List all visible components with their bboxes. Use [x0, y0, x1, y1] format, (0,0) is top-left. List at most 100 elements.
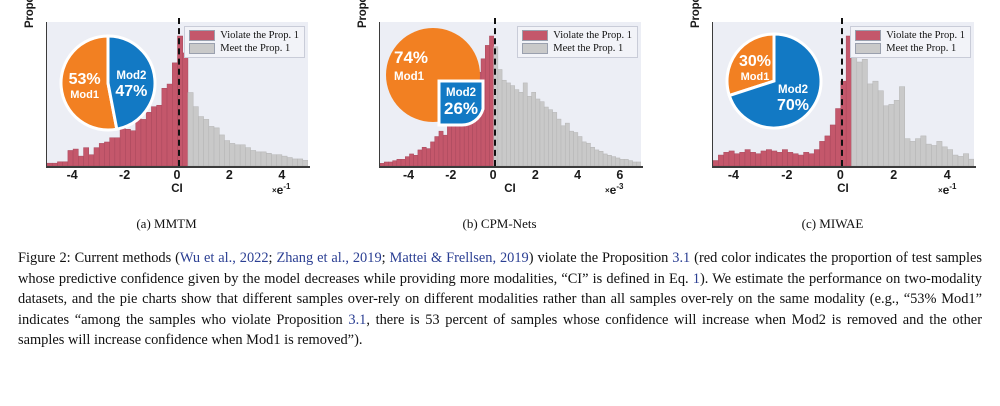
histogram-bar	[543, 106, 549, 166]
histogram-bar	[819, 141, 826, 166]
histogram-bar	[623, 159, 629, 166]
histogram-bar	[957, 156, 964, 166]
histogram-bar	[396, 159, 402, 166]
histogram-bar	[925, 143, 932, 166]
y-axis-label: Proportion (%)	[357, 0, 375, 28]
histogram-bar	[560, 125, 566, 166]
x-tick-label: -2	[119, 168, 131, 182]
histogram-bar	[434, 136, 440, 166]
histogram-bar	[577, 136, 583, 166]
histogram-bar	[219, 134, 225, 166]
pie-chart-mmtm: 53% Mod1 Mod2 47%	[53, 28, 163, 138]
histogram-bar	[808, 153, 815, 166]
x-tick-label: 4	[278, 168, 286, 182]
histogram-bar	[166, 83, 173, 166]
x-axis-multiplier: ×e-1	[272, 182, 290, 197]
multiplier-base: e	[942, 183, 950, 197]
histogram-bar	[739, 152, 746, 166]
legend-swatch-violate	[189, 30, 216, 41]
histogram-bar	[255, 151, 262, 166]
legend-row-meet: Meet the Prop. 1	[189, 43, 299, 54]
histogram-bar	[915, 138, 921, 166]
histogram-bar	[98, 143, 105, 166]
legend-label-violate: Violate the Prop. 1	[220, 30, 299, 41]
histogram-bar	[83, 147, 90, 166]
histogram-bar	[851, 45, 858, 166]
histogram-bar	[766, 149, 772, 166]
x-tick-label: 0	[836, 168, 844, 182]
histogram-bar	[602, 153, 608, 166]
histogram-bar	[510, 85, 515, 166]
reference-prop-3-1-b[interactable]: 3.1	[348, 311, 367, 328]
x-axis-title: CI	[837, 183, 849, 195]
y-axis-label: Proportion (%)	[690, 0, 708, 28]
x-tick-label: 0	[489, 168, 497, 182]
histogram-bar	[229, 143, 236, 166]
histogram-bar	[734, 153, 740, 166]
x-tick-label: 6	[616, 168, 624, 182]
histogram-bar	[787, 152, 794, 166]
histogram-bar	[829, 124, 836, 166]
histogram-bar	[514, 89, 520, 166]
multiplier-symbol: ×	[272, 186, 277, 195]
histogram-bar	[856, 61, 863, 166]
legend-label-violate: Violate the Prop. 1	[553, 30, 632, 41]
caption-text-4: ). We estimate the performance on two-mo…	[18, 270, 982, 328]
zero-reference-line	[841, 18, 844, 166]
pie-label: Mod1	[741, 71, 770, 83]
histogram-bar	[723, 152, 730, 166]
histogram-bar	[539, 101, 545, 166]
histogram-bar	[187, 92, 194, 166]
pie-label: 30%	[739, 53, 771, 70]
legend-miwae: Violate the Prop. 1 Meet the Prop. 1	[850, 26, 971, 58]
histogram-bar	[615, 157, 621, 166]
reference-prop-3-1-a[interactable]: 3.1	[672, 250, 691, 266]
histogram-bar	[835, 108, 842, 166]
zero-reference-line	[178, 18, 180, 166]
x-tick-label: 2	[225, 168, 233, 182]
histogram-bar	[203, 119, 210, 166]
histogram-bar	[781, 149, 788, 166]
citation-mattei[interactable]: Mattei & Frellsen, 2019	[389, 250, 529, 266]
reference-eq-1[interactable]: 1	[692, 270, 700, 287]
legend-swatch-meet	[522, 43, 549, 54]
histogram-bar	[803, 152, 810, 166]
histogram-bar	[93, 147, 100, 166]
histogram-bar	[426, 148, 431, 166]
x-axis-line	[711, 166, 976, 168]
histogram-bar	[182, 52, 189, 166]
histogram-bar	[771, 150, 778, 166]
citation-zhang[interactable]: Zhang et al., 2019	[276, 250, 382, 266]
x-axis-ticks-mmtm: -4 -2 0 2 4	[46, 168, 308, 184]
legend-label-meet: Meet the Prop. 1	[553, 43, 624, 54]
legend-row-violate: Violate the Prop. 1	[189, 30, 299, 41]
histogram-bar	[564, 122, 570, 166]
histogram-bar	[104, 141, 110, 166]
histogram-bar	[213, 127, 220, 166]
histogram-bar	[413, 155, 419, 166]
histogram-bar	[250, 150, 257, 166]
citation-wu[interactable]: Wu et al., 2022	[179, 250, 269, 266]
histogram-bar	[442, 134, 448, 166]
histogram-bar	[114, 137, 121, 166]
histogram-bar	[607, 155, 612, 166]
multiplier-symbol: ×	[605, 186, 610, 195]
x-tick-label: -4	[403, 168, 415, 182]
zero-reference-line	[494, 18, 497, 166]
histogram-bar	[792, 153, 799, 166]
histogram-bar	[497, 69, 503, 166]
figure-caption: Figure 2: Current methods (Wu et al., 20…	[18, 248, 982, 351]
histogram-bar	[292, 158, 298, 166]
histogram-bar	[744, 149, 751, 166]
multiplier-exponent: -1	[949, 182, 957, 191]
histogram-bar	[573, 132, 579, 166]
histogram-bar	[718, 154, 724, 166]
caption-sep-1: ;	[268, 250, 277, 266]
histogram-bar	[172, 62, 178, 166]
multiplier-symbol: ×	[938, 186, 943, 195]
histogram-bar	[260, 151, 267, 166]
legend-row-meet: Meet the Prop. 1	[522, 43, 632, 54]
x-tick-label: 2	[890, 168, 898, 182]
